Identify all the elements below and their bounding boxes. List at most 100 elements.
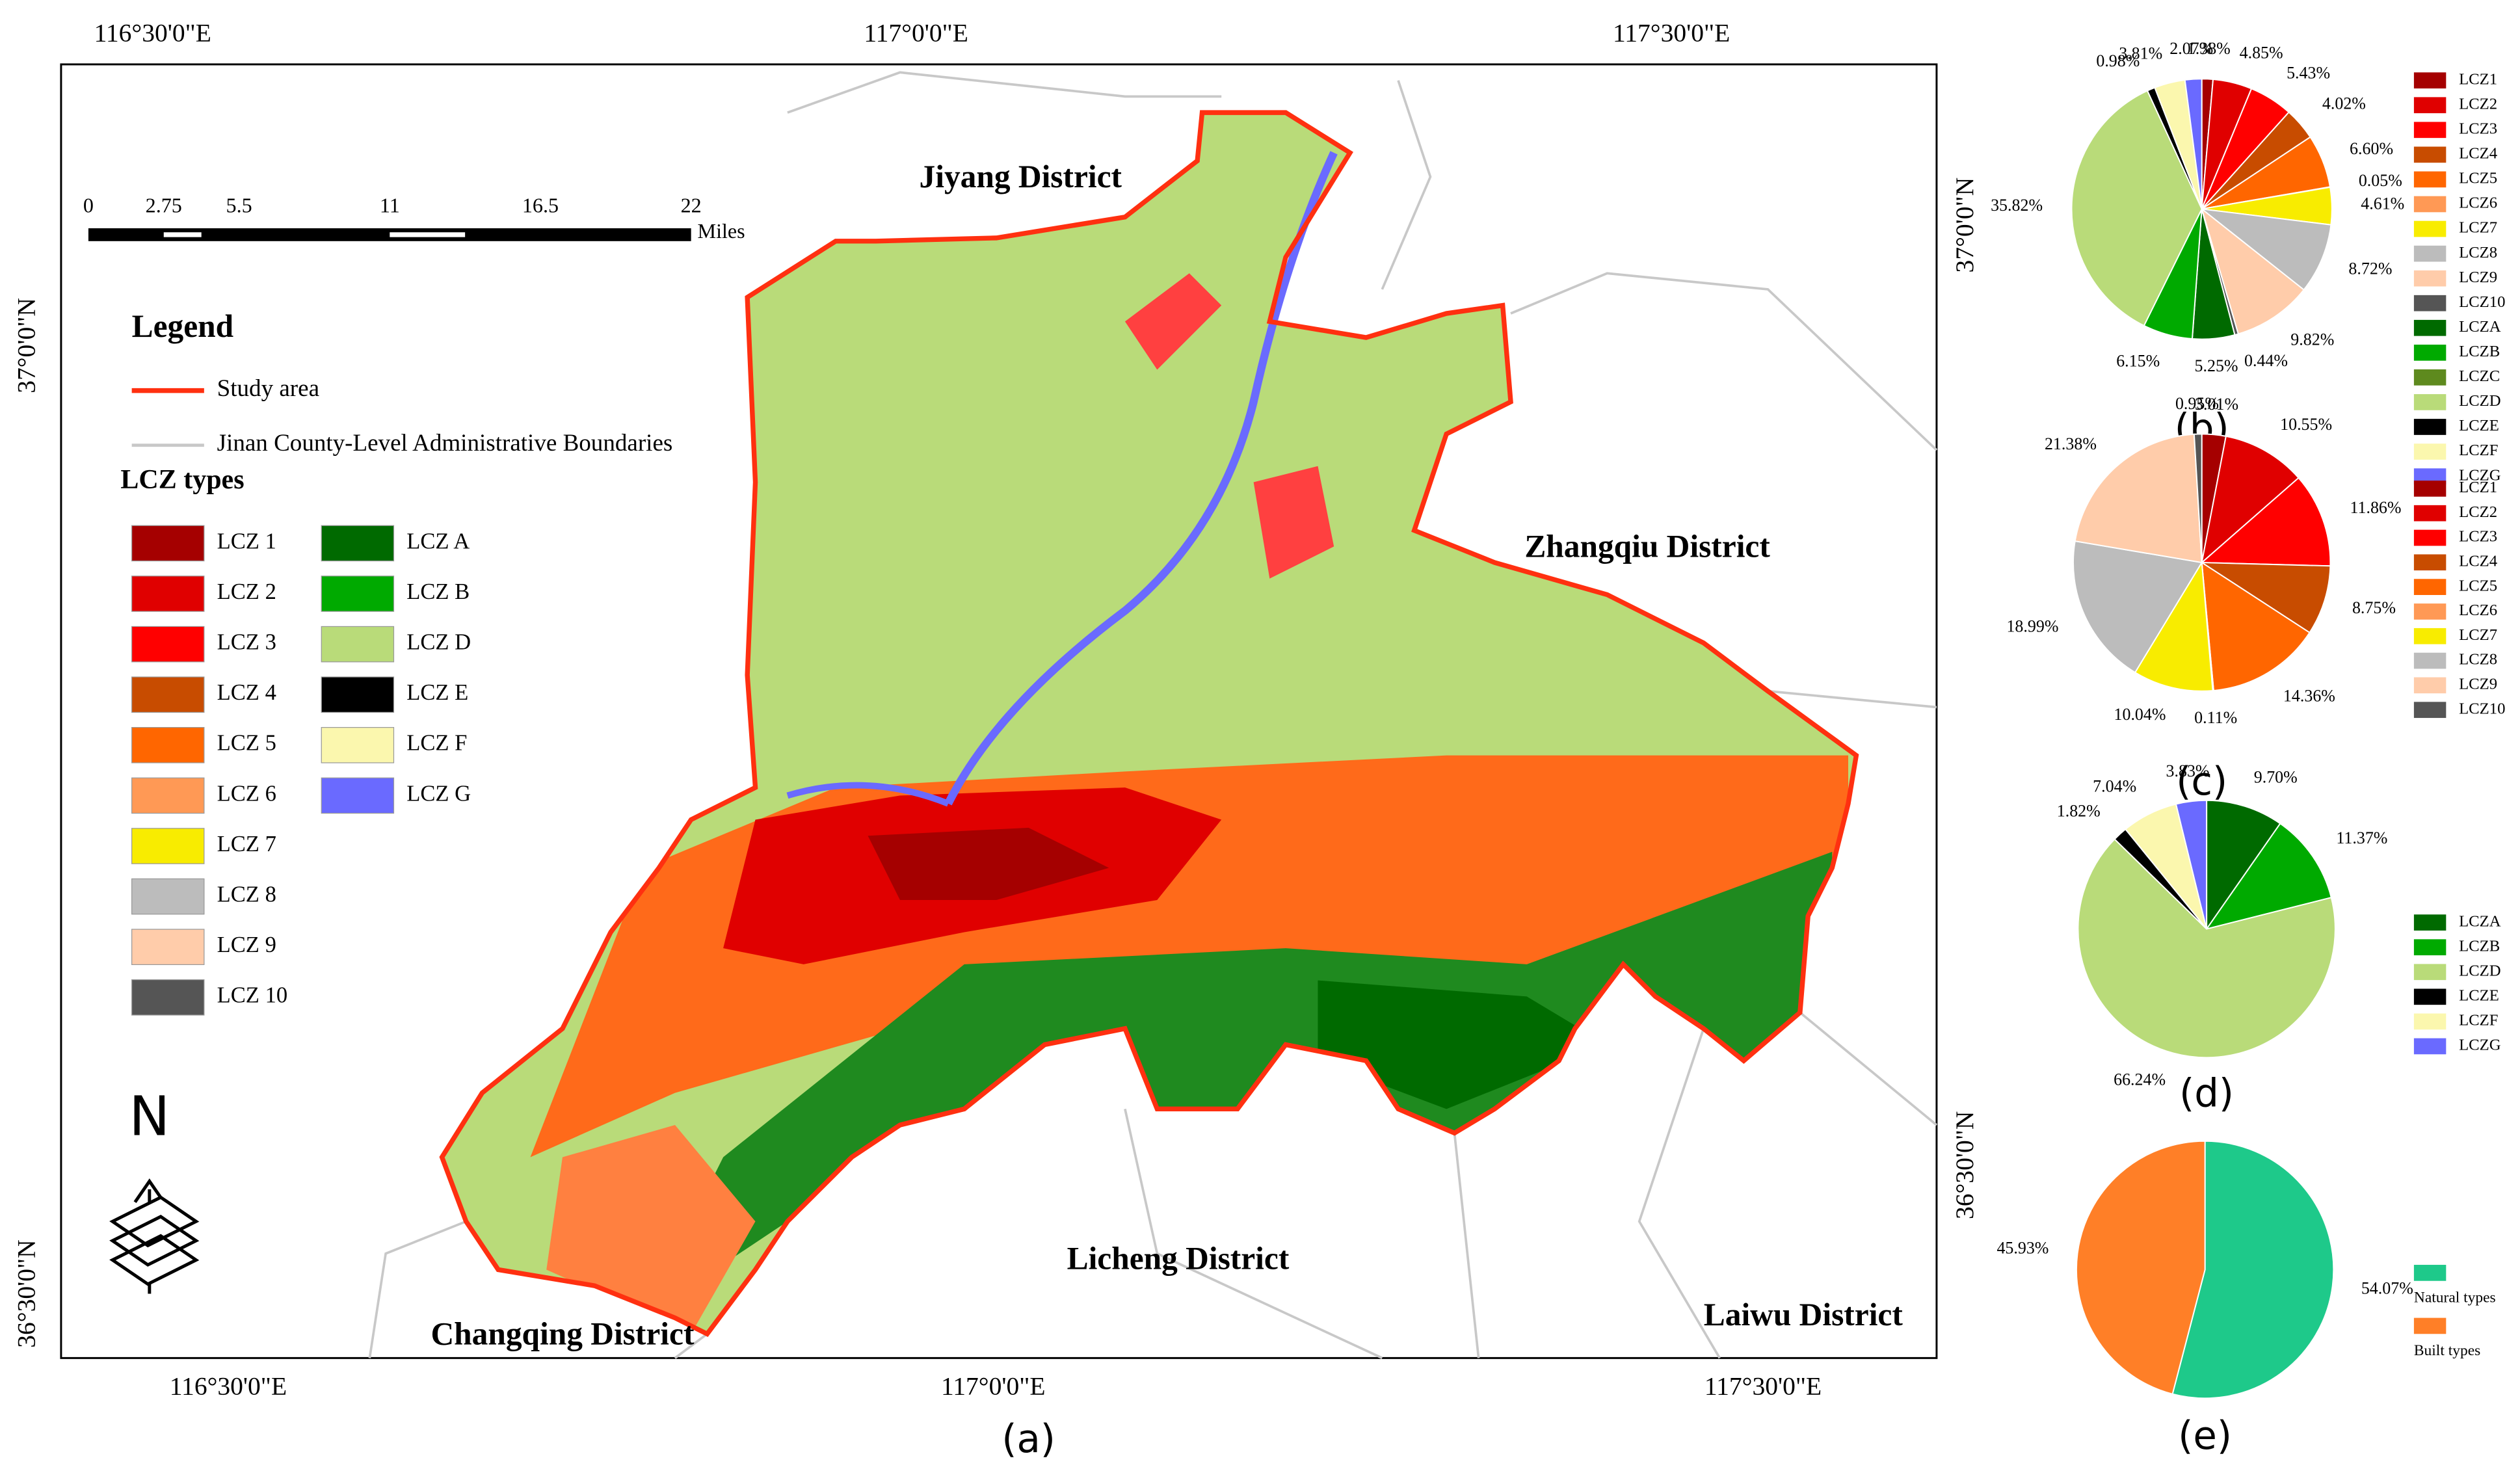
scale-tick-label: 5.5	[226, 193, 252, 217]
legend-label: LCZ E	[406, 680, 468, 705]
pie-legend-swatch	[2413, 319, 2447, 336]
pie-legend-swatch	[2413, 1013, 2447, 1030]
pie-value-label: 0.95%	[2175, 394, 2219, 413]
legend-swatch	[131, 576, 205, 612]
pie-legend-label: LCZ4	[2459, 145, 2497, 163]
pie-legend-label: LCZ3	[2459, 528, 2497, 546]
graticule-label: 36°30'0"N	[1950, 1111, 1979, 1219]
pie-value-label: 0.11%	[2194, 708, 2237, 727]
legend-label: LCZ 9	[217, 933, 276, 957]
pie-legend-swatch	[2413, 394, 2447, 410]
pie-legend-swatch	[2413, 939, 2447, 956]
pie-legend-label: LCZ3	[2459, 120, 2497, 137]
pie-value-label: 9.70%	[2254, 767, 2298, 786]
pie-legend-label: LCZA	[2459, 912, 2501, 930]
pie-legend-swatch	[2413, 245, 2447, 262]
legend-label: LCZ 4	[217, 680, 276, 705]
pie-legend-label: LCZA	[2459, 318, 2501, 336]
scale-tick-label: 0	[83, 193, 94, 217]
pie-legend-swatch	[2413, 171, 2447, 188]
pie-legend-swatch	[2413, 1265, 2447, 1281]
pie-value-label: 2.07%	[2169, 39, 2213, 58]
pie-legend-swatch	[2413, 443, 2447, 460]
legend-label: LCZ 1	[217, 529, 276, 553]
legend-swatch	[131, 626, 205, 663]
pie-value-label: 5.43%	[2287, 63, 2330, 82]
pie-legend-label: LCZF	[2459, 442, 2498, 459]
pie-legend-swatch	[2413, 964, 2447, 981]
legend-label: LCZ 8	[217, 882, 276, 907]
pie-value-label: 11.37%	[2336, 828, 2387, 847]
legend-swatch	[321, 576, 395, 612]
legend-label: LCZ G	[406, 781, 471, 806]
legend-swatch	[131, 828, 205, 864]
pie-legend-label: LCZG	[2459, 1037, 2501, 1054]
legend-swatch	[131, 979, 205, 1016]
legend-label: LCZ D	[406, 630, 471, 655]
legend-item: Jinan County-Level Administrative Bounda…	[217, 430, 673, 457]
pie-legend-swatch	[2413, 196, 2447, 213]
legend-swatch	[321, 777, 395, 814]
pie-legend-label: LCZ10	[2459, 700, 2505, 717]
pie-slice	[2201, 435, 2300, 564]
district-label: Changqing District	[431, 1316, 695, 1352]
river	[944, 151, 1338, 806]
scale-tick-label: 2.75	[146, 193, 182, 217]
north-arrow	[109, 1178, 200, 1294]
pie-legend-swatch	[2413, 146, 2447, 163]
pie-value-label: 8.72%	[2348, 259, 2392, 278]
pie-legend-swatch	[2413, 554, 2447, 571]
pie-legend-swatch	[2413, 914, 2447, 931]
pie-legend-swatch	[2413, 369, 2447, 386]
graticule-label: 37°0'0"N	[12, 298, 41, 393]
pie-value-label: 4.61%	[2361, 194, 2404, 213]
pie-value-label: 8.75%	[2352, 598, 2396, 617]
legend-swatch	[131, 777, 205, 814]
legend-swatch	[131, 929, 205, 966]
legend-label: LCZ B	[406, 579, 470, 604]
legend-title: Legend	[132, 308, 233, 344]
legend-swatch	[321, 626, 395, 663]
pie-slice	[2072, 540, 2203, 674]
pie-legend-label: LCZ5	[2459, 170, 2497, 187]
legend-label: LCZ 5	[217, 731, 276, 756]
legend-label: LCZ F	[406, 731, 467, 756]
pie-legend-label: LCZ1	[2459, 479, 2497, 496]
pie-value-label: 4.85%	[2240, 44, 2283, 62]
pie-legend-label: LCZ4	[2459, 552, 2497, 570]
graticule-label: 116°30'0"E	[94, 19, 211, 47]
legend-label: LCZ 10	[217, 983, 288, 1008]
legend-label: LCZ 3	[217, 630, 276, 655]
pie-legend-swatch	[2413, 419, 2447, 435]
scale-bar-segment	[390, 232, 466, 237]
pie-value-label: 6.60%	[2350, 139, 2393, 158]
pie-legend-label: Natural types	[2414, 1289, 2496, 1306]
pie-value-label: 10.04%	[2114, 705, 2166, 724]
graticule-label: 116°30'0"E	[170, 1371, 287, 1400]
pie-legend-label: LCZ9	[2459, 676, 2497, 693]
pie-legend-swatch	[2413, 97, 2447, 114]
legend-swatch	[131, 878, 205, 915]
panel-label: (d)	[2179, 1071, 2234, 1116]
pie-legend-label: LCZB	[2459, 343, 2500, 360]
pie-legend-label: LCZ7	[2459, 626, 2497, 644]
scale-tick-label: 22	[681, 193, 702, 217]
pie-value-label: 18.99%	[2006, 617, 2058, 636]
pie-legend-swatch	[2413, 628, 2447, 644]
pie-value-label: 7.04%	[2093, 777, 2136, 796]
pie-legend-swatch	[2413, 677, 2447, 694]
legend-label: LCZ 6	[217, 781, 276, 806]
pie-legend-swatch	[2413, 295, 2447, 311]
pie-legend-swatch	[2413, 220, 2447, 237]
legend-label: LCZ A	[406, 529, 470, 553]
pie-slice	[2184, 78, 2203, 209]
graticule-label: 117°30'0"E	[1704, 1371, 1822, 1400]
legend-swatch	[131, 525, 205, 562]
pie-legend-label: LCZE	[2459, 986, 2499, 1004]
pie-legend-label: LCZB	[2459, 937, 2500, 955]
legend-swatch	[131, 727, 205, 763]
pie-slice	[2205, 823, 2332, 931]
pie-value-label: 4.02%	[2322, 94, 2366, 113]
pie-slice	[2193, 433, 2203, 563]
